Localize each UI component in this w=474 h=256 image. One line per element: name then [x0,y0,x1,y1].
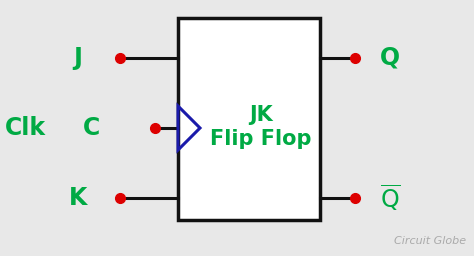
Text: Circuit Globe: Circuit Globe [394,236,466,246]
Text: J: J [73,46,82,70]
Text: $\overline{\mathsf{Q}}$: $\overline{\mathsf{Q}}$ [380,183,401,213]
Text: JK
Flip Flop: JK Flip Flop [210,105,312,150]
Bar [178,18,320,220]
Text: K: K [69,186,87,210]
Text: C: C [83,116,100,140]
Text: Clk: Clk [4,116,46,140]
Text: Q: Q [380,46,400,70]
